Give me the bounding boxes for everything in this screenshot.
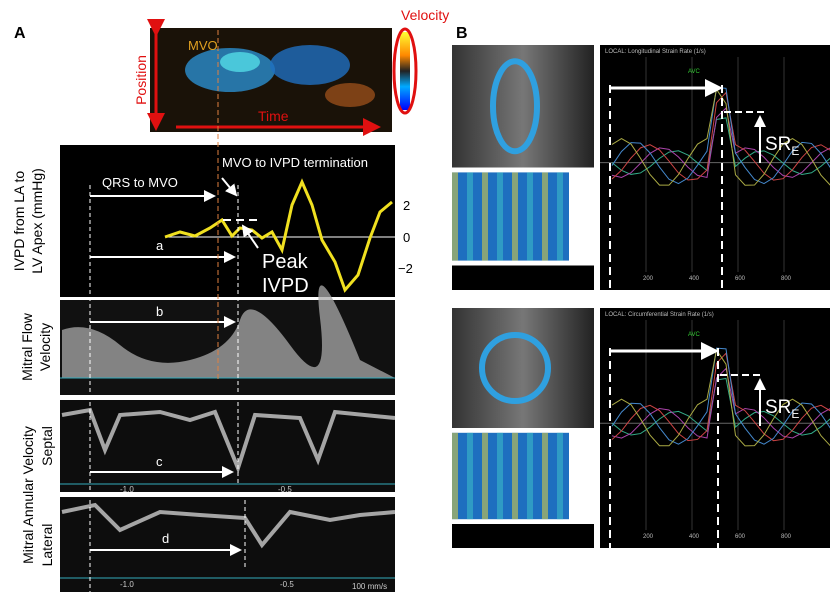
scale-label: -0.5 <box>278 485 292 494</box>
peak-ivpd: IVPD <box>262 275 309 297</box>
ecg-strip <box>452 524 594 548</box>
strain-band <box>467 433 473 519</box>
echo-image <box>452 308 594 428</box>
x-tick-label: 400 <box>689 276 700 282</box>
strain-panel: LOCAL: Longitudinal Strain Rate (1/s) AVC… <box>452 45 830 290</box>
mitral-flow-label: Velocity <box>37 323 53 371</box>
ivpd-axis-label: LV Apex (mmHg) <box>29 168 45 274</box>
mvo-label: MVO <box>188 38 218 53</box>
ivpd-tick: −2 <box>398 261 413 276</box>
strain-band <box>497 433 503 519</box>
time-label: Time <box>258 108 289 124</box>
strain-band <box>452 172 458 260</box>
x-tick-label: 200 <box>643 534 654 540</box>
position-label: Position <box>133 55 149 105</box>
strain-panel: LOCAL: Circumferential Strain Rate (1/s)… <box>452 308 830 548</box>
figure: A Velocity MVO Position Time IVPD from L… <box>0 0 830 592</box>
ecg-strip <box>452 266 594 291</box>
sre-sub: E <box>791 407 799 421</box>
strain-band <box>467 172 473 260</box>
scale-label: -0.5 <box>280 580 294 589</box>
strain-band <box>512 172 518 260</box>
ivpd-tick: 0 <box>403 230 410 245</box>
strain-band <box>557 172 563 260</box>
interval-label: c <box>156 454 163 469</box>
x-tick-label: 400 <box>689 534 700 540</box>
panel-letter: A <box>14 25 26 42</box>
scale-label: -1.0 <box>120 580 134 589</box>
avc-label: AVC <box>688 69 701 75</box>
annular-label: Mitral Annular Velocity <box>20 426 36 564</box>
strain-band <box>542 433 548 519</box>
chart-title: LOCAL: Longitudinal Strain Rate (1/s) <box>605 49 706 55</box>
x-tick-label: 800 <box>781 534 792 540</box>
mvo-to-termination: MVO to IVPD termination <box>222 155 368 170</box>
velocity-colorbar <box>400 32 410 110</box>
strain-band <box>497 172 503 260</box>
lateral-label: Lateral <box>39 524 55 567</box>
strain-band <box>482 433 488 519</box>
qrs-to-mvo: QRS to MVO <box>102 175 178 190</box>
strain-chart <box>600 308 830 548</box>
interval-label: b <box>156 304 163 319</box>
septal-label: Septal <box>39 426 55 466</box>
interval-label: a <box>156 238 164 253</box>
strain-chart <box>600 45 830 290</box>
mitral-flow-label: Mitral Flow <box>19 312 35 381</box>
avc-label: AVC <box>688 332 701 338</box>
x-tick-label: 200 <box>643 276 654 282</box>
sre-sub: E <box>791 144 799 158</box>
strain-band <box>542 172 548 260</box>
strain-band <box>482 172 488 260</box>
strain-band <box>527 433 533 519</box>
ivpd-tick: 2 <box>403 198 410 213</box>
scale-label: -1.0 <box>120 485 134 494</box>
peak-ivpd: Peak <box>262 251 309 273</box>
velocity-label: Velocity <box>401 7 449 23</box>
x-tick-label: 600 <box>735 534 746 540</box>
strain-band <box>452 433 458 519</box>
ivpd-axis-label: IVPD from LA to <box>11 171 27 272</box>
sre-main: SR <box>765 134 791 155</box>
strain-band <box>557 433 563 519</box>
x-tick-label: 600 <box>735 276 746 282</box>
strain-band <box>527 172 533 260</box>
panel-letter: B <box>456 25 468 42</box>
x-tick-label: 800 <box>781 276 792 282</box>
sre-main: SR <box>765 397 791 418</box>
strain-band <box>512 433 518 519</box>
scale-label: 100 mm/s <box>352 582 387 591</box>
interval-label: d <box>162 531 169 546</box>
chart-title: LOCAL: Circumferential Strain Rate (1/s) <box>605 312 714 318</box>
